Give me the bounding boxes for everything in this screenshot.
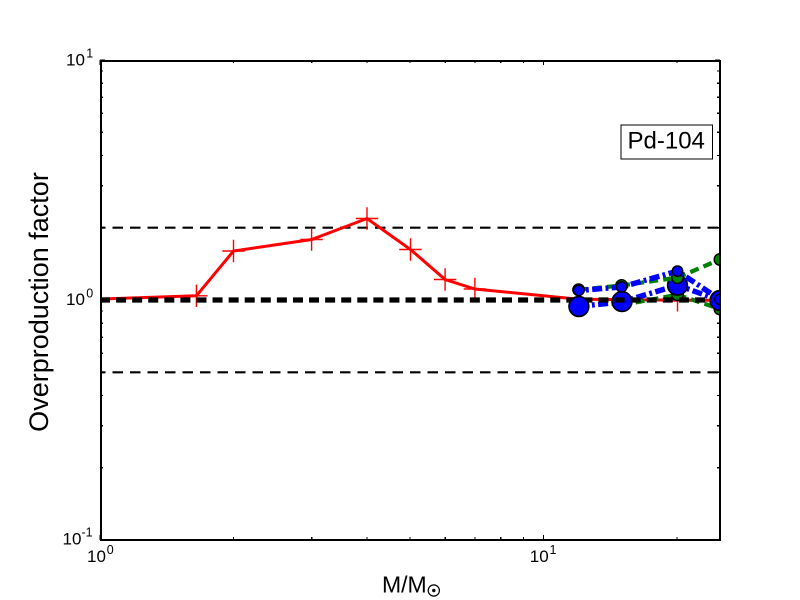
svg-text:10: 10	[87, 547, 106, 566]
svg-text:10: 10	[63, 530, 82, 549]
svg-text:10: 10	[530, 547, 549, 566]
svg-text:10: 10	[66, 290, 85, 309]
svg-text:1: 1	[86, 47, 93, 61]
svg-text:Pd-104: Pd-104	[628, 127, 705, 154]
svg-text:1: 1	[550, 543, 557, 557]
svg-text:-1: -1	[82, 526, 93, 540]
svg-text:10: 10	[66, 50, 85, 69]
svg-text:0: 0	[107, 543, 114, 557]
svg-text:M/M: M/M	[382, 572, 427, 598]
svg-text:Overproduction factor: Overproduction factor	[24, 172, 54, 432]
svg-text:0: 0	[86, 286, 93, 300]
